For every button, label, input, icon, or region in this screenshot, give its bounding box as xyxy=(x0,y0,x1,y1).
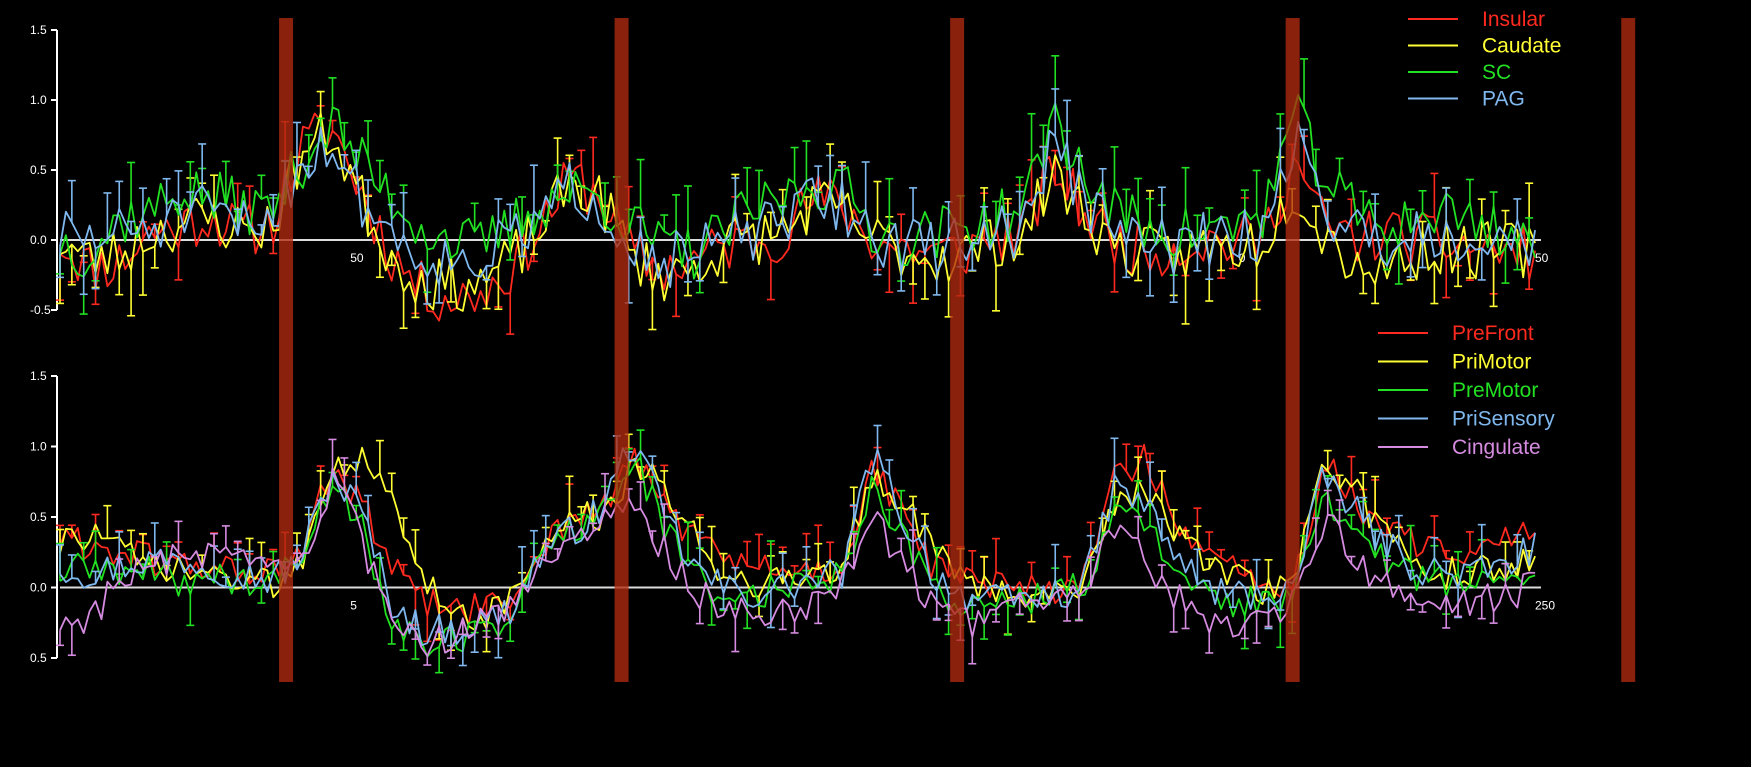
y-tick-label: 0.0 xyxy=(30,581,47,595)
stimulus-bands xyxy=(279,18,1636,682)
y-tick-label: 1.0 xyxy=(30,440,47,454)
x-tick-label: 50 xyxy=(1535,251,1549,265)
stimulus-band xyxy=(614,18,629,682)
y-tick-label: 0.5 xyxy=(30,651,47,665)
legend-label: PriMotor xyxy=(1452,351,1531,374)
legend-label: PriSensory xyxy=(1452,408,1555,431)
x-tick-label: 50 xyxy=(350,251,364,265)
y-tick-label: -0.5 xyxy=(30,303,51,317)
stimulus-band xyxy=(1285,18,1300,682)
y-tick-label: 1.5 xyxy=(30,369,47,383)
legend-label: Cingulate xyxy=(1452,436,1541,459)
y-tick-label: 0.5 xyxy=(30,510,47,524)
x-tick-label: 5 xyxy=(350,599,357,613)
legend-label: Insular xyxy=(1482,8,1545,31)
stimulus-band xyxy=(279,18,294,682)
legend-label: PreMotor xyxy=(1452,379,1538,402)
legend-label: PreFront xyxy=(1452,322,1534,345)
stimulus-band xyxy=(1621,18,1636,682)
legend-label: SC xyxy=(1482,61,1511,84)
legend-label: PAG xyxy=(1482,88,1525,111)
legend-label: Caudate xyxy=(1482,35,1561,58)
y-tick-label: 1.0 xyxy=(30,93,47,107)
y-tick-label: 0.0 xyxy=(30,233,47,247)
stimulus-band xyxy=(950,18,965,682)
y-tick-label: 0.5 xyxy=(30,163,47,177)
x-tick-label: 250 xyxy=(1535,599,1555,613)
y-tick-label: 1.5 xyxy=(30,23,47,37)
